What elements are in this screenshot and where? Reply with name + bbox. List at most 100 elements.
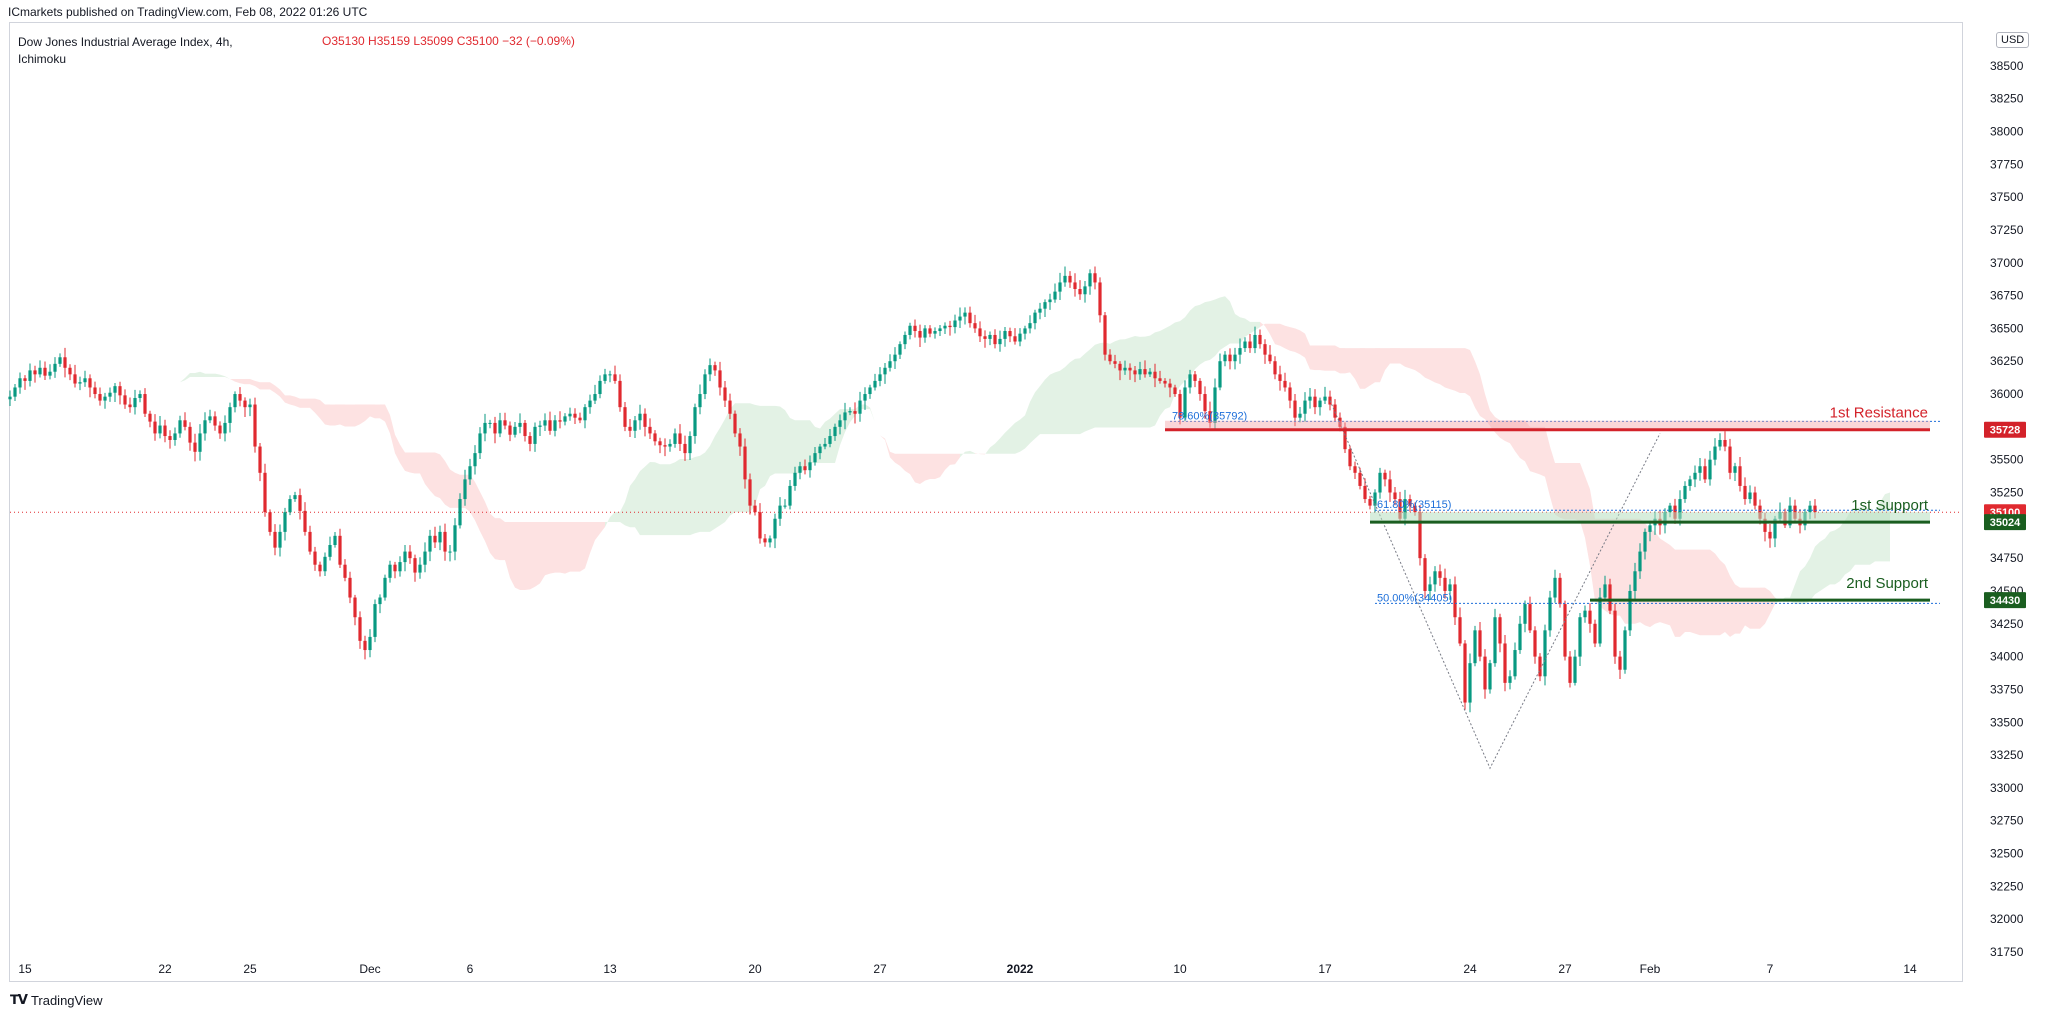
candle-body: [1293, 400, 1297, 418]
candle-up: [1378, 467, 1382, 499]
cloud-segment: [1755, 587, 1760, 629]
cloud-segment: [1495, 417, 1500, 438]
cloud-segment: [705, 445, 710, 532]
candle-down: [1258, 329, 1262, 349]
candle-down: [1503, 635, 1507, 692]
candle-body: [498, 420, 502, 434]
candle-body: [283, 512, 287, 532]
candle-body: [858, 400, 862, 414]
cloud-segment: [565, 522, 570, 574]
price-tick-label: 33000: [1990, 781, 2024, 795]
candle-body: [263, 472, 267, 513]
candle-body: [408, 551, 412, 559]
candle-body: [1493, 617, 1497, 664]
time-tick-label: Dec: [359, 962, 380, 976]
cloud-segment: [985, 447, 990, 455]
tradingview-logo[interactable]: ꓔ𝗩 TradingView: [10, 992, 102, 1008]
candle-body: [178, 420, 182, 434]
candle-body: [248, 404, 252, 408]
cloud-segment: [635, 471, 640, 536]
candle-body: [823, 443, 827, 447]
candle-up: [1033, 309, 1037, 330]
candle-body: [183, 420, 187, 427]
candle-body: [663, 445, 667, 447]
candle-body: [108, 392, 112, 397]
candle-body: [278, 531, 282, 548]
currency-button[interactable]: USD: [1996, 32, 2030, 48]
cloud-segment: [1355, 348, 1360, 389]
candle-body: [1373, 492, 1377, 506]
candle-down: [43, 361, 47, 380]
cloud-segment: [1165, 325, 1170, 410]
candle-body: [1318, 400, 1322, 408]
candle-up: [293, 491, 297, 502]
cloud-segment: [290, 395, 295, 406]
price-tick-label: 36000: [1990, 387, 2024, 401]
time-tick-label: 2022: [1007, 962, 1034, 976]
candle-down: [123, 389, 127, 409]
cloud-segment: [955, 453, 960, 465]
symbol-legend[interactable]: Dow Jones Industrial Average Index, 4h, …: [18, 34, 233, 68]
cloud-segment: [1715, 553, 1720, 636]
candle-up: [1233, 347, 1237, 370]
cloud-segment: [965, 450, 970, 454]
cloud-segment: [435, 452, 440, 499]
candle-body: [723, 387, 727, 401]
candle-body: [1388, 479, 1392, 493]
cloud-segment: [1460, 348, 1465, 394]
time-tick-label: Feb: [1640, 962, 1661, 976]
cloud-segment: [600, 522, 605, 534]
cloud-segment: [1455, 348, 1460, 394]
candle-body: [1068, 275, 1072, 283]
cloud-segment: [275, 385, 280, 397]
cloud-segment: [250, 378, 255, 387]
candle-body: [413, 558, 417, 573]
cloud-segment: [630, 479, 635, 528]
candle-body: [1338, 417, 1342, 427]
candle-body: [923, 328, 927, 338]
candle-body: [1553, 577, 1557, 598]
cloud-segment: [335, 404, 340, 426]
candle-body: [633, 420, 637, 431]
cloud-segment: [680, 459, 685, 536]
candle-up: [898, 341, 902, 360]
candle-up: [1583, 605, 1587, 623]
candle-up: [988, 331, 992, 346]
candle-body: [373, 604, 377, 637]
candle-body: [1743, 485, 1747, 500]
candle-up: [1053, 283, 1057, 303]
candle-body: [1343, 426, 1347, 450]
candle-body: [1348, 449, 1352, 467]
candle-up: [1638, 543, 1642, 579]
price-label-text: 35024: [1990, 517, 2021, 529]
candle-body: [1228, 354, 1232, 362]
candle-body: [1308, 396, 1312, 401]
candle-body: [933, 331, 937, 334]
candle-body: [808, 462, 812, 471]
cloud-segment: [185, 373, 190, 381]
candle-body: [983, 336, 987, 339]
candle-body: [568, 413, 572, 417]
candle-up: [638, 404, 642, 430]
candle-down: [433, 526, 437, 549]
candle-down: [1158, 370, 1162, 384]
cloud-segment: [230, 378, 235, 382]
cloud-segment: [740, 403, 745, 513]
cloud-segment: [1215, 297, 1220, 356]
cloud-segment: [1160, 328, 1165, 416]
candle-up: [1553, 569, 1557, 603]
cloud-segment: [530, 522, 535, 590]
cloud-segment: [990, 443, 995, 454]
candle-down: [648, 418, 652, 440]
candle-body: [1698, 466, 1702, 473]
publisher-line: ICmarkets published on TradingView.com, …: [8, 5, 368, 19]
candle-down: [528, 432, 532, 452]
cloud-segment: [670, 462, 675, 536]
candle-up: [1238, 338, 1242, 364]
cloud-segment: [525, 522, 530, 590]
cloud-segment: [1815, 541, 1820, 595]
cloud-segment: [1180, 317, 1185, 387]
candle-up: [1468, 653, 1472, 713]
candle-body: [1153, 371, 1157, 379]
